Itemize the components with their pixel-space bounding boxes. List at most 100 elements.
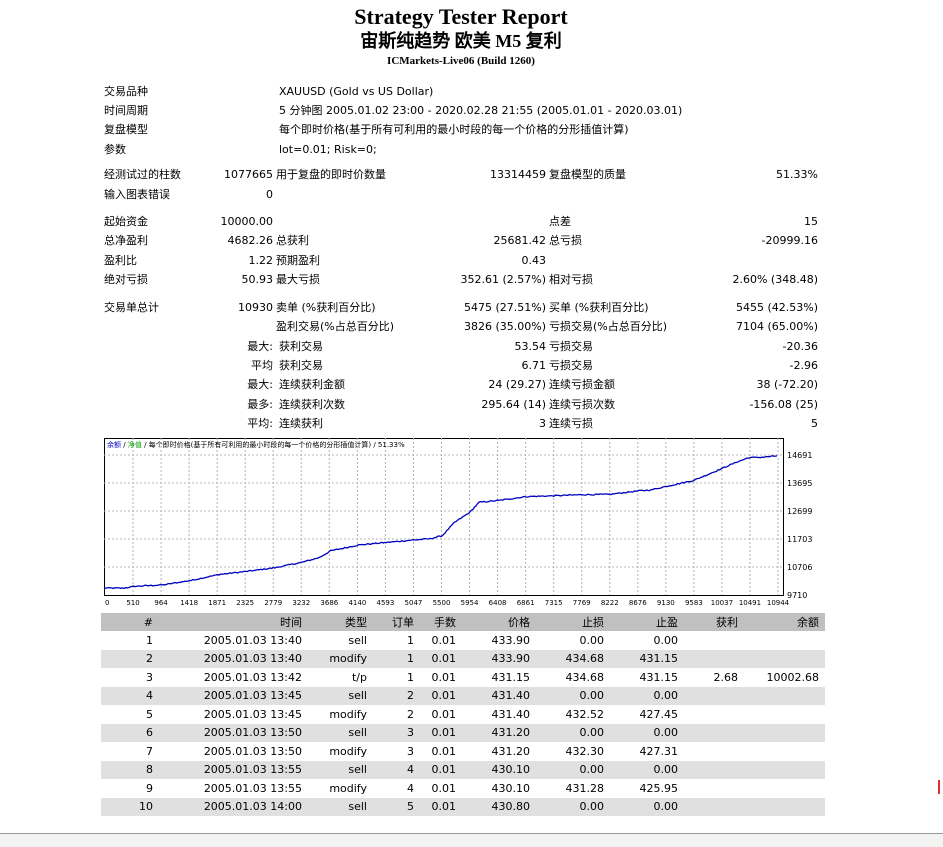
average-loss-value: -2.96 xyxy=(789,359,818,372)
table-header-row: # 时间 类型 订单 手数 价格 止损 止盈 获利 余额 xyxy=(101,613,825,631)
cell-profit xyxy=(684,779,744,798)
most-consecutive-loss-value: -156.08 (25) xyxy=(749,398,818,411)
cell-order: 1 xyxy=(373,649,420,668)
cell-tp: 0.00 xyxy=(610,723,684,742)
relative-drawdown-value: 2.60% (348.48) xyxy=(732,273,818,286)
cell-type: sell xyxy=(308,797,373,816)
cell-order: 5 xyxy=(373,797,420,816)
gross-profit-value: 25681.42 xyxy=(493,234,547,247)
most-consecutive-loss-label: 连续亏损次数 xyxy=(549,398,615,411)
spread-label: 点差 xyxy=(549,215,571,228)
cell-order: 4 xyxy=(407,781,414,795)
cell-sl: 0.00 xyxy=(536,797,610,816)
cell-num: 2 xyxy=(101,649,159,668)
model-value: 每个即时价格(基于所有可利用的最小时段的每一个价格的分形插值计算) xyxy=(279,123,629,136)
report-subtitle: 宙斯纯趋势 欧美 M5 复利 xyxy=(360,31,562,51)
cell-order: 4 xyxy=(373,760,420,779)
cell-price: 433.90 xyxy=(462,649,536,668)
y-tick-label: 9710 xyxy=(787,591,807,600)
average-consecutive-losses-label: 连续亏损 xyxy=(549,417,593,430)
cell-price: 430.10 xyxy=(462,760,536,779)
cell-tp: 431.15 xyxy=(610,649,684,668)
bars-value: 1077665 xyxy=(224,168,273,181)
cell-balance xyxy=(744,760,825,779)
x-tick-label: 4140 xyxy=(348,599,366,607)
cell-num: 5 xyxy=(146,707,153,721)
errors-value: 0 xyxy=(266,188,273,201)
cell-order: 3 xyxy=(373,723,420,742)
x-tick-label: 8676 xyxy=(629,599,647,607)
report-title: Strategy Tester Report xyxy=(354,4,568,29)
maximal-drawdown-value: 352.61 (2.57%) xyxy=(460,273,546,286)
max-consecutive-losses-label: 连续亏损金额 xyxy=(549,378,615,391)
total-trades-value: 10930 xyxy=(238,301,273,314)
cell-balance xyxy=(744,742,825,761)
cell-type: sell xyxy=(308,760,373,779)
x-tick-label: 1871 xyxy=(208,599,226,607)
cell-lots: 0.01 xyxy=(420,686,462,705)
largest-loss-value: -20.36 xyxy=(782,340,818,353)
largest-prefix: 最大: xyxy=(247,340,273,353)
x-tick-label: 7315 xyxy=(545,599,563,607)
cell-sl: 0.00 xyxy=(536,760,610,779)
col-header-profit: 获利 xyxy=(684,613,744,631)
col-header-lots: 手数 xyxy=(420,613,462,631)
cell-profit xyxy=(684,686,744,705)
largest-loss-label: 亏损交易 xyxy=(549,340,593,353)
relative-drawdown-label: 相对亏损 xyxy=(549,273,593,286)
cell-balance xyxy=(744,631,825,650)
x-tick-label: 1418 xyxy=(180,599,198,607)
total-trades-label: 交易单总计 xyxy=(104,301,159,314)
cell-num: 1 xyxy=(146,633,153,647)
bottom-divider xyxy=(0,833,943,834)
cell-tp: 0.00 xyxy=(653,633,679,647)
cell-price: 430.80 xyxy=(462,797,536,816)
cell-num: 6 xyxy=(101,723,159,742)
cell-sl: 0.00 xyxy=(579,633,605,647)
bars-label: 经测试过的柱数 xyxy=(104,168,181,181)
cell-time: 2005.01.03 13:55 xyxy=(159,760,308,779)
cell-lots: 0.01 xyxy=(420,760,462,779)
col-header-price: 价格 xyxy=(462,613,536,631)
cell-type: t/p xyxy=(351,670,367,684)
largest-profit-value: 53.54 xyxy=(514,340,547,353)
y-tick-label: 11703 xyxy=(787,535,812,544)
balance-series-line xyxy=(104,455,778,590)
short-positions-value: 5475 (27.51%) xyxy=(463,301,546,314)
gross-loss-label: 总亏损 xyxy=(549,234,582,247)
average-loss-label: 亏损交易 xyxy=(549,359,593,372)
quality-label: 复盘模型的质量 xyxy=(549,168,626,181)
cell-profit xyxy=(684,797,744,816)
cell-price: 431.20 xyxy=(462,723,536,742)
table-row: 3 2005.01.03 13:42 t/p 1 0.01 431.15 434.68 431… xyxy=(101,668,825,687)
cell-balance: 10002.68 xyxy=(766,670,820,684)
x-tick-label: 5047 xyxy=(405,599,423,607)
short-positions-label: 卖单 (%获利百分比) xyxy=(276,301,376,314)
cell-time: 2005.01.03 13:40 xyxy=(203,633,302,647)
y-tick-label: 14691 xyxy=(787,451,812,460)
table-row: 2 2005.01.03 13:40 modify 1 0.01 433.90 434.68… xyxy=(101,649,825,668)
profit-factor-label: 盈利比 xyxy=(104,254,137,267)
table-row: 1 2005.01.03 13:40 sell 1 0.01 433.90 0.00 0.00 xyxy=(101,631,825,650)
symbol-label: 交易品种 xyxy=(104,85,148,98)
x-tick-label: 3686 xyxy=(320,599,338,607)
expected-payoff-label: 预期盈利 xyxy=(276,254,320,267)
quality-value: 51.33% xyxy=(776,168,818,181)
average-profit-label: 获利交易 xyxy=(279,359,323,372)
cell-sl: 434.68 xyxy=(565,670,605,684)
params-label: 参数 xyxy=(104,143,126,156)
cell-time: 2005.01.03 13:40 xyxy=(159,649,308,668)
loss-trades-label: 亏损交易(%占总百分比) xyxy=(549,320,668,333)
cell-tp: 425.95 xyxy=(639,781,679,795)
deposit-value: 10000.00 xyxy=(220,215,274,228)
average-consecutive-losses-value: 5 xyxy=(811,417,818,430)
table-row: 7 2005.01.03 13:50 modify 3 0.01 431.20 432.30… xyxy=(101,742,825,761)
x-tick-label: 5500 xyxy=(433,599,451,607)
cell-num: 4 xyxy=(101,686,159,705)
chart-plot-frame xyxy=(104,438,784,596)
x-tick-label: 10037 xyxy=(711,599,733,607)
cell-order: 1 xyxy=(407,670,414,684)
cell-tp: 431.15 xyxy=(639,670,679,684)
cell-profit xyxy=(684,760,744,779)
y-tick-label: 13695 xyxy=(787,479,812,488)
